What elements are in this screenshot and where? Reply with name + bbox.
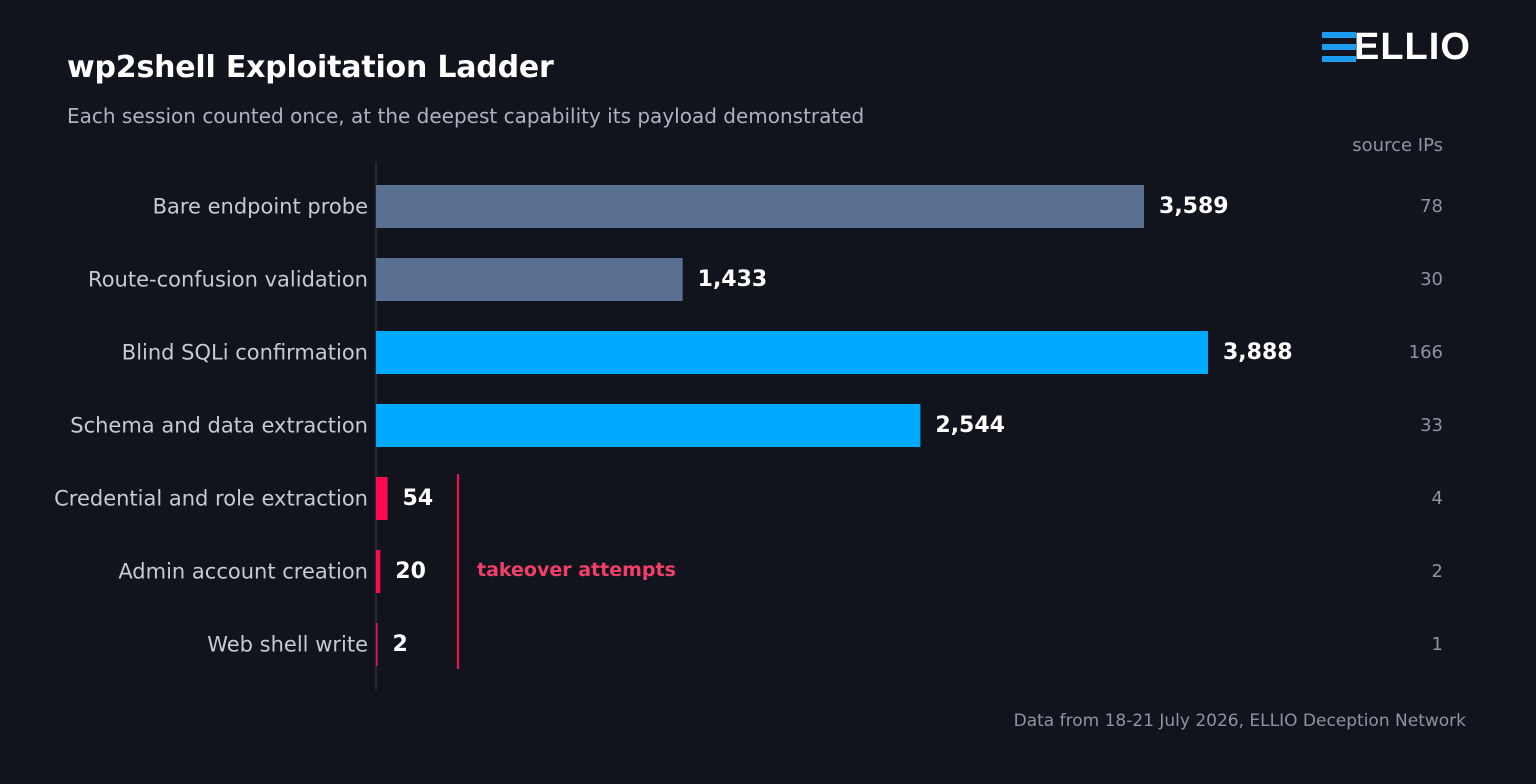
- data-source-footer: Data from 18-21 July 2026, ELLIO Decepti…: [1013, 711, 1466, 731]
- bar: [376, 258, 683, 301]
- value-label: 2,544: [935, 413, 1005, 438]
- source-ips-value: 166: [1409, 342, 1443, 363]
- source-ips-value: 2: [1432, 561, 1443, 582]
- source-ips-value: 33: [1420, 415, 1443, 436]
- category-label: Blind SQLi confirmation: [122, 341, 368, 365]
- bar: [376, 185, 1145, 228]
- category-label: Admin account creation: [118, 560, 368, 584]
- bar: [376, 404, 921, 447]
- source-ips-value: 78: [1420, 196, 1443, 217]
- logo-bars-icon: [1322, 32, 1356, 64]
- ellio-logo: ELLIO: [1322, 26, 1472, 68]
- category-label: Credential and role extraction: [54, 487, 368, 511]
- source-ips-value: 1: [1432, 634, 1443, 655]
- value-label: 54: [403, 486, 434, 511]
- value-label: 1,433: [698, 267, 768, 292]
- bar: [376, 331, 1208, 374]
- chart-title: wp2shell Exploitation Ladder: [67, 50, 554, 85]
- value-label: 3,888: [1223, 340, 1293, 365]
- value-label: 20: [395, 559, 426, 584]
- source-ips-header: source IPs: [1352, 135, 1443, 156]
- category-label: Bare endpoint probe: [153, 195, 368, 219]
- bar: [376, 623, 378, 666]
- value-label: 3,589: [1159, 194, 1229, 219]
- logo-text: ELLIO: [1354, 26, 1471, 68]
- chart-subtitle: Each session counted once, at the deepes…: [67, 104, 865, 128]
- source-ips-value: 30: [1420, 269, 1443, 290]
- category-label: Web shell write: [207, 633, 368, 657]
- source-ips-value: 4: [1432, 488, 1443, 509]
- takeover-annotation: takeover attempts: [477, 559, 676, 581]
- bar: [376, 550, 381, 593]
- category-label: Schema and data extraction: [70, 414, 368, 438]
- category-label: Route-confusion validation: [88, 268, 368, 292]
- value-label: 2: [393, 632, 408, 657]
- bar: [376, 477, 388, 520]
